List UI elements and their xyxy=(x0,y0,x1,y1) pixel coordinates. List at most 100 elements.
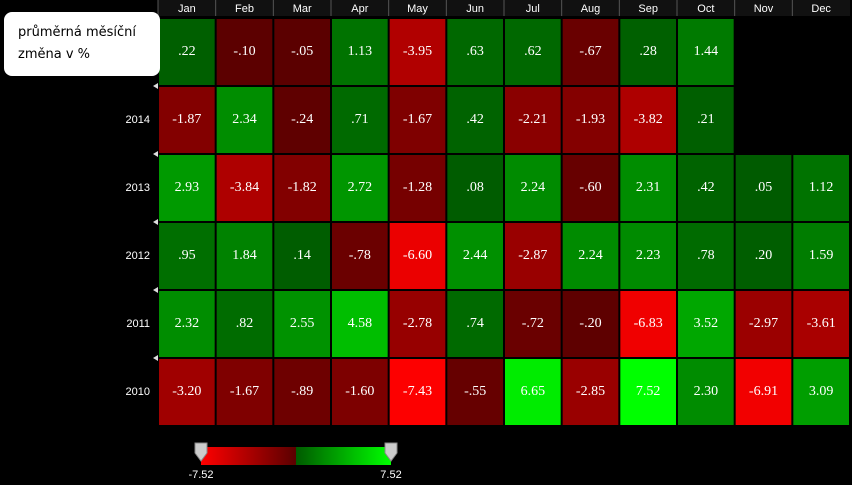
cell-label: -.89 xyxy=(291,384,313,399)
cell-label: .14 xyxy=(293,248,311,263)
heat-cell xyxy=(332,87,388,153)
heat-cell xyxy=(735,223,792,289)
row-marker xyxy=(153,219,158,225)
x-tick-label: May xyxy=(407,3,428,15)
cell-label: -.05 xyxy=(291,44,313,59)
cell-label: -2.85 xyxy=(576,384,605,399)
heat-cell xyxy=(678,155,734,221)
heat-cell xyxy=(793,291,849,357)
heat-cell xyxy=(562,19,619,85)
colorbar-positive xyxy=(296,447,391,465)
colorbar-tick-label: -7.52 xyxy=(188,469,213,481)
heat-cell xyxy=(216,291,273,357)
heat-cell xyxy=(678,223,734,289)
cell-label: -.10 xyxy=(233,44,255,59)
heat-cell xyxy=(274,19,330,85)
y-tick-label: 2014 xyxy=(126,114,150,126)
cell-label: .22 xyxy=(178,44,196,59)
heat-cell xyxy=(505,359,561,425)
cell-label: -1.60 xyxy=(345,384,374,399)
cell-label: .20 xyxy=(755,248,773,263)
heat-cell xyxy=(620,223,676,289)
heat-cell xyxy=(332,223,388,289)
heat-cell xyxy=(505,223,561,289)
x-tick-label: Oct xyxy=(697,3,714,15)
cell-label: 2.32 xyxy=(175,316,200,331)
cell-label: 2.24 xyxy=(578,248,603,263)
cell-label: 4.58 xyxy=(348,316,373,331)
row-marker xyxy=(153,83,158,89)
heat-cell xyxy=(274,155,330,221)
heat-cell xyxy=(159,87,215,153)
cell-label: 7.52 xyxy=(636,384,661,399)
heat-cell xyxy=(447,87,503,153)
cell-label: 2.31 xyxy=(636,180,661,195)
cell-label: 3.52 xyxy=(694,316,719,331)
colorbar-handle xyxy=(194,442,208,462)
heat-cell xyxy=(447,155,503,221)
cell-label: 2.72 xyxy=(348,180,373,195)
cell-label: .42 xyxy=(466,112,484,127)
cell-label: -3.20 xyxy=(172,384,201,399)
x-tick-label: Nov xyxy=(754,3,774,15)
cell-label: -.72 xyxy=(522,316,544,331)
cell-label: -2.97 xyxy=(749,316,778,331)
heat-cell xyxy=(447,291,503,357)
cell-label: -6.60 xyxy=(403,248,432,263)
heat-cell xyxy=(332,155,388,221)
heat-cell xyxy=(159,359,215,425)
x-tick-label: Apr xyxy=(351,3,368,15)
cell-label: -1.67 xyxy=(403,112,432,127)
cell-label: 2.93 xyxy=(175,180,200,195)
cell-label: -1.87 xyxy=(172,112,201,127)
heat-cell xyxy=(620,19,676,85)
x-tick-label: Aug xyxy=(581,3,601,15)
annotation: průměrná měsíční změna v % xyxy=(4,12,160,76)
heat-cell xyxy=(216,223,273,289)
heat-cell xyxy=(216,155,273,221)
cell-label: 1.13 xyxy=(348,44,373,59)
x-tick-label: Jul xyxy=(526,3,540,15)
heat-cell xyxy=(620,291,676,357)
y-tick-label: 2013 xyxy=(126,182,150,194)
heat-cell xyxy=(620,155,676,221)
heat-cell xyxy=(678,291,734,357)
heat-cell xyxy=(389,291,446,357)
heat-cell xyxy=(274,291,330,357)
heat-cell xyxy=(159,19,215,85)
cell-label: -2.21 xyxy=(518,112,547,127)
heat-cell xyxy=(562,359,619,425)
heat-cell xyxy=(562,87,619,153)
cell-label: -6.91 xyxy=(749,384,778,399)
heat-cell xyxy=(332,19,388,85)
heat-cell xyxy=(389,87,446,153)
colorbar-handle xyxy=(384,442,398,462)
row-marker xyxy=(153,151,158,157)
heat-cell xyxy=(447,223,503,289)
cell-label: 2.34 xyxy=(232,112,257,127)
cell-label: 1.44 xyxy=(694,44,719,59)
heat-cell xyxy=(159,291,215,357)
cell-label: .95 xyxy=(178,248,196,263)
heat-cell xyxy=(620,87,676,153)
x-tick-label: Jun xyxy=(466,3,484,15)
cell-label: .05 xyxy=(755,180,773,195)
heat-cell xyxy=(389,359,446,425)
heat-cell xyxy=(793,359,849,425)
heat-cell xyxy=(678,87,734,153)
cell-label: 2.30 xyxy=(694,384,719,399)
cell-label: 1.12 xyxy=(809,180,834,195)
heat-cell xyxy=(216,19,273,85)
row-marker xyxy=(153,355,158,361)
heat-cell xyxy=(735,291,792,357)
cell-label: 2.24 xyxy=(521,180,546,195)
cell-label: -1.28 xyxy=(403,180,432,195)
cell-label: -3.84 xyxy=(230,180,259,195)
cell-label: -7.43 xyxy=(403,384,432,399)
heat-cell xyxy=(505,291,561,357)
heat-cell xyxy=(447,19,503,85)
heat-cell xyxy=(562,291,619,357)
x-tick-label: Mar xyxy=(293,3,312,15)
cell-label: -3.61 xyxy=(807,316,836,331)
